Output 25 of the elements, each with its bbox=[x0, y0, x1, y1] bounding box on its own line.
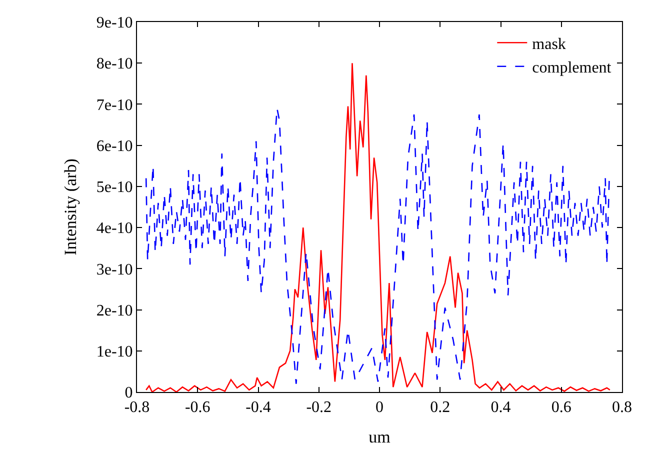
y-tick-label: 1e-10 bbox=[96, 343, 133, 360]
y-tick-label: 9e-10 bbox=[96, 14, 133, 32]
x-tick-label: 0 bbox=[376, 399, 384, 416]
y-tick-label: 4e-10 bbox=[96, 220, 133, 238]
y-tick-label: 5e-10 bbox=[96, 179, 133, 196]
y-tick-label: 7e-10 bbox=[96, 96, 133, 114]
x-tick-label: -0.8 bbox=[124, 399, 150, 416]
x-tick-label: 0.2 bbox=[430, 399, 450, 416]
x-axis-title: um bbox=[368, 428, 390, 447]
y-tick-label: 0 bbox=[124, 384, 133, 402]
line-series bbox=[145, 62, 611, 392]
x-tick-label: 0.8 bbox=[612, 399, 632, 416]
legend-label: complement bbox=[532, 60, 612, 77]
y-tick-label: 2e-10 bbox=[96, 302, 133, 320]
y-axis-title: Intensity (arb) bbox=[60, 158, 80, 256]
line-series bbox=[145, 108, 610, 384]
y-tick-label: 6e-10 bbox=[96, 138, 133, 155]
legend-label: mask bbox=[532, 36, 566, 53]
x-tick-label: -0.2 bbox=[306, 399, 332, 416]
y-tick-label: 3e-10 bbox=[96, 261, 133, 278]
y-tick-label: 8e-10 bbox=[96, 56, 133, 73]
x-tick-label: -0.6 bbox=[184, 399, 210, 416]
x-tick-label: -0.4 bbox=[246, 399, 271, 416]
x-tick-label: 0.6 bbox=[551, 399, 572, 416]
x-tick-label: 0.4 bbox=[490, 399, 511, 416]
